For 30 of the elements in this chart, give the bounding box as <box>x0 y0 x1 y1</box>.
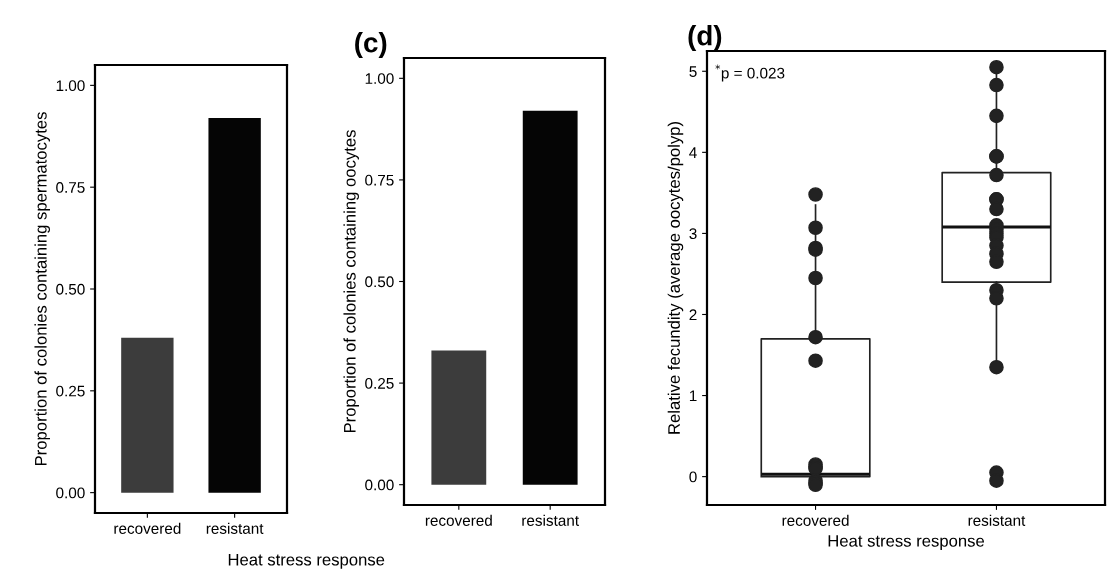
y-tick-label: 0.50 <box>56 283 85 295</box>
x-tick-label: resistant <box>968 514 1026 526</box>
y-tick-label: 4 <box>689 147 697 158</box>
y-tick-label: 0.25 <box>56 385 85 397</box>
x-tick-label: resistant <box>206 522 264 534</box>
x-tick-label: recovered <box>782 514 849 526</box>
y-tick-label: 0.00 <box>56 487 85 499</box>
x-axis-title: Heat stress response <box>828 535 984 551</box>
y-axis-title: Relative fecundity (average oocytes/polyp) <box>667 122 684 434</box>
annotation: $^{*}$p = 0.023 <box>715 64 785 82</box>
chart-title: (d) <box>688 25 722 51</box>
y-tick-label: 0 <box>689 471 697 483</box>
y-axis-title: Proportion of colonies containing spermatocytes <box>34 112 50 466</box>
y-axis-title: Proportion of colonies containing oocytes <box>343 130 359 433</box>
x-tick-label: recovered <box>425 514 492 526</box>
y-tick-label: 3 <box>689 228 697 240</box>
y-tick-label: 0.00 <box>365 479 394 491</box>
chart-title: (c) <box>355 32 387 58</box>
y-tick-label: 0.75 <box>56 182 85 193</box>
x-axis-title: Heat stress response <box>228 553 385 569</box>
y-tick-label: 0.50 <box>365 276 394 288</box>
y-tick-label: 1.00 <box>56 80 85 92</box>
y-tick-label: 2 <box>689 309 697 321</box>
y-tick-label: 1.00 <box>365 73 394 84</box>
x-tick-label: recovered <box>114 522 181 534</box>
y-tick-label: 5 <box>689 66 697 77</box>
x-tick-label: resistant <box>522 514 579 526</box>
y-tick-label: 0.75 <box>365 174 394 186</box>
y-tick-label: 0.25 <box>365 377 394 389</box>
y-tick-label: 1 <box>689 390 697 402</box>
